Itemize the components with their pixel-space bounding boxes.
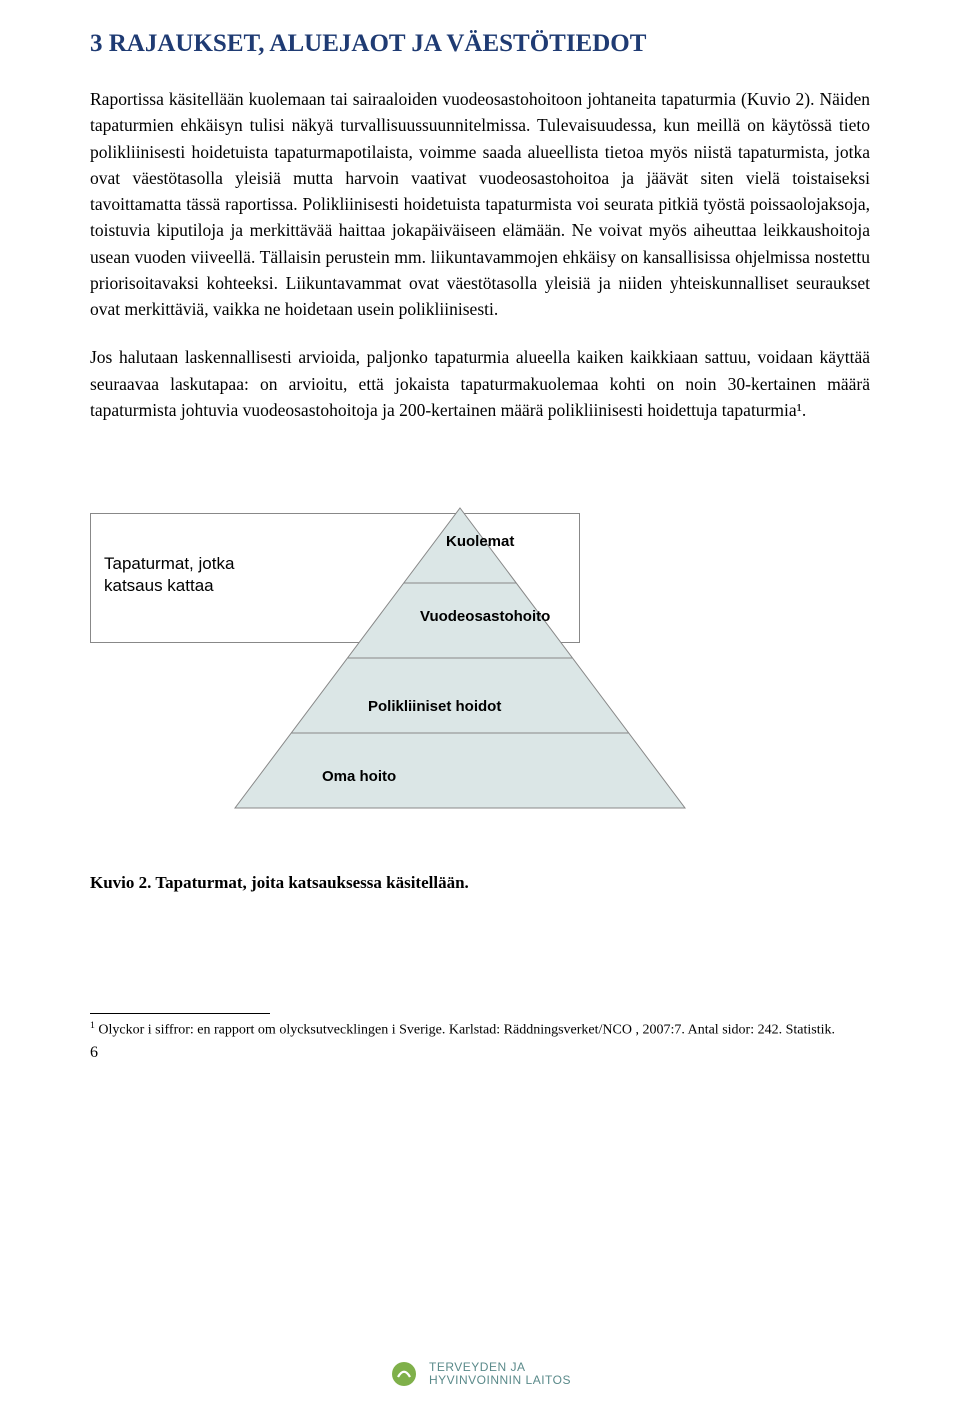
footnote-text: Olyckor i siffror: en rapport om olycksu…	[98, 1023, 835, 1038]
pyramid-label-vuodeosastohoito: Vuodeosastohoito	[420, 608, 550, 625]
logo-icon	[389, 1359, 419, 1389]
footnote-marker: 1	[90, 1020, 95, 1031]
pyramid-diagram: Tapaturmat, jotka katsaus kattaa Kuolema…	[90, 503, 870, 823]
footer-logo: TERVEYDEN JA HYVINVOINNIN LAITOS	[389, 1359, 571, 1389]
page-number: 6	[90, 1044, 870, 1062]
footnote-1: 1 Olyckor i siffror: en rapport om olyck…	[90, 1020, 870, 1040]
logo-text: TERVEYDEN JA HYVINVOINNIN LAITOS	[429, 1361, 571, 1387]
footnote-separator	[90, 1013, 270, 1014]
page-heading: 3 RAJAUKSET, ALUEJAOT JA VÄESTÖTIEDOT	[90, 30, 870, 58]
paragraph-1: Raportissa käsitellään kuolemaan tai sai…	[90, 86, 870, 322]
paragraph-2: Jos halutaan laskennallisesti arvioida, …	[90, 344, 870, 423]
pyramid-label-kuolemat: Kuolemat	[446, 533, 514, 550]
pyramid-label-polikliiniset: Polikliiniset hoidot	[368, 698, 501, 715]
pyramid-label-omahoito: Oma hoito	[322, 768, 396, 785]
logo-line2: HYVINVOINNIN LAITOS	[429, 1374, 571, 1387]
figure-caption: Kuvio 2. Tapaturmat, joita katsauksessa …	[90, 873, 870, 893]
